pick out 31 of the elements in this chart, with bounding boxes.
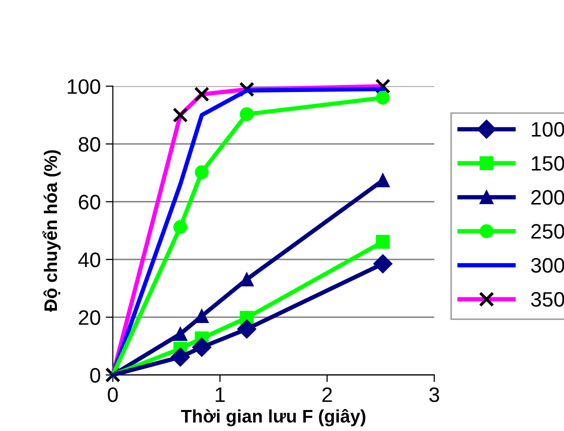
y-tick-label: 40 xyxy=(78,252,100,268)
legend-label: 250 xyxy=(531,224,564,239)
point xyxy=(192,338,212,357)
point xyxy=(240,272,254,286)
point xyxy=(237,320,256,339)
legend-label: 200 xyxy=(531,190,564,205)
point xyxy=(170,348,190,367)
x-tick-label: 3 xyxy=(429,387,440,402)
x-axis-title: Thời gian lưu F (giây) xyxy=(181,408,366,426)
legend-label: 300 xyxy=(531,258,564,273)
legend-label: 100 xyxy=(532,122,564,137)
x-tick-label: 2 xyxy=(322,387,332,402)
y-tick-label: 80 xyxy=(78,136,100,152)
y-tick-label: 20 xyxy=(78,310,100,325)
point xyxy=(194,309,209,324)
x-tick-label: 0 xyxy=(108,387,118,402)
y-axis-title: Độ chuyển hóa (%) xyxy=(42,150,61,312)
point xyxy=(194,165,209,180)
point xyxy=(173,220,188,234)
legend-label: 350 xyxy=(531,292,564,307)
y-tick-label: 60 xyxy=(78,194,100,210)
point xyxy=(373,254,392,274)
y-tick-label: 0 xyxy=(90,368,100,383)
point xyxy=(376,173,390,188)
point xyxy=(376,234,390,249)
legend-label: 150 xyxy=(532,156,564,171)
y-tick-label: 100 xyxy=(68,79,100,94)
point xyxy=(376,90,390,105)
x-tick-label: 1 xyxy=(216,388,225,402)
point xyxy=(173,327,188,341)
point xyxy=(240,107,254,122)
